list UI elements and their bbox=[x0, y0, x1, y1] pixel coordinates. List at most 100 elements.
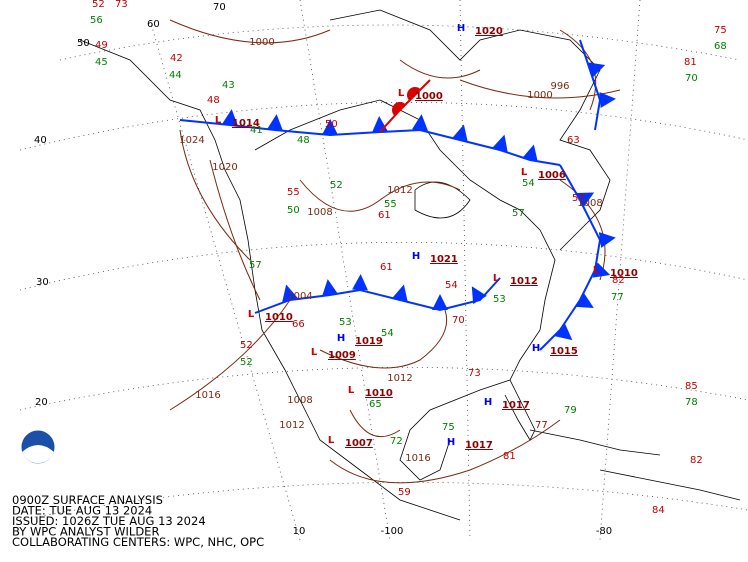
pressure-center-value: 1020 bbox=[475, 26, 503, 37]
pressure-center-value: 1017 bbox=[502, 400, 530, 411]
station-dew-point: 52 bbox=[330, 180, 343, 191]
pressure-center-value: 1015 bbox=[550, 346, 578, 357]
station-temperature: 55 bbox=[287, 187, 300, 198]
latitude-label: 70 bbox=[213, 2, 226, 13]
pressure-center-letter: L bbox=[311, 347, 318, 358]
station-dew-point: 43 bbox=[222, 80, 235, 91]
pressure-center-value: 1000 bbox=[415, 91, 443, 102]
station-dew-point: 50 bbox=[287, 205, 300, 216]
station-dew-point: 41 bbox=[250, 125, 263, 136]
pressure-center-letter: L bbox=[398, 88, 405, 99]
station-dew-point: 52 bbox=[240, 357, 253, 368]
pressure-center-value: 1021 bbox=[430, 254, 458, 265]
isobar-label: 1008 bbox=[287, 395, 312, 406]
station-dew-point: 68 bbox=[714, 41, 727, 52]
isobar-label: 1024 bbox=[179, 135, 204, 146]
station-dew-point: 53 bbox=[493, 294, 506, 305]
longitude-label: 10 bbox=[293, 526, 306, 537]
pressure-center-value: 1010 bbox=[365, 388, 393, 399]
pressure-center-letter: L bbox=[348, 385, 355, 396]
pressure-center-letter: L bbox=[248, 309, 255, 320]
station-temperature: 66 bbox=[292, 319, 305, 330]
pressure-center-value: 1012 bbox=[510, 276, 538, 287]
fronts bbox=[179, 39, 616, 351]
station-dew-point: 53 bbox=[339, 317, 352, 328]
latitude-label: 20 bbox=[35, 397, 48, 408]
isobar-label: 1012 bbox=[387, 373, 412, 384]
station-dew-point: 44 bbox=[169, 70, 182, 81]
pressure-center-value: 1014 bbox=[232, 118, 260, 129]
station-temperature: 77 bbox=[535, 420, 548, 431]
pressure-center-value: 1010 bbox=[610, 268, 638, 279]
station-dew-point: 48 bbox=[297, 135, 310, 146]
pressure-center-letter: H bbox=[447, 437, 455, 448]
station-dew-point: 57 bbox=[249, 260, 262, 271]
isobar-label: 996 bbox=[550, 81, 569, 92]
station-temperature: 81 bbox=[684, 57, 697, 68]
station-dew-point: 45 bbox=[95, 57, 108, 68]
caption-line: 0900Z SURFACE ANALYSIS bbox=[12, 493, 163, 507]
station-temperature: 82 bbox=[690, 455, 703, 466]
station-dew-point: 56 bbox=[90, 15, 103, 26]
station-temperature: 70 bbox=[452, 315, 465, 326]
station-dew-point: 78 bbox=[685, 397, 698, 408]
pressure-center-letter: L bbox=[593, 265, 600, 276]
station-dew-point: 54 bbox=[522, 178, 535, 189]
isobar-label: 1016 bbox=[405, 453, 430, 464]
station-dew-point: 57 bbox=[512, 208, 525, 219]
pressure-center-value: 1009 bbox=[328, 350, 356, 361]
station-temperature: 73 bbox=[115, 0, 128, 10]
station-temperature: 42 bbox=[170, 53, 183, 64]
station-dew-point: 70 bbox=[685, 73, 698, 84]
caption-line: COLLABORATING CENTERS: WPC, NHC, OPC bbox=[12, 535, 264, 549]
longitude-label: -100 bbox=[381, 526, 404, 537]
station-temperature: 61 bbox=[378, 210, 391, 221]
isobar-label: 1000 bbox=[527, 90, 552, 101]
pressure-center-letter: H bbox=[412, 251, 420, 262]
isobar-label: 1012 bbox=[279, 420, 304, 431]
map-labels: 70 60 50 40 30 20 10 -100 -80 H 1020 L 1014 H 1021 L 100… bbox=[34, 0, 727, 537]
noaa-logo bbox=[20, 429, 56, 465]
latitude-label: 50 bbox=[77, 38, 90, 49]
caption-line: DATE: TUE AUG 13 2024 bbox=[12, 504, 152, 518]
pressure-center-value: 1010 bbox=[265, 312, 293, 323]
station-temperature: 85 bbox=[685, 381, 698, 392]
station-temperature: 73 bbox=[468, 368, 481, 379]
station-temperature: 75 bbox=[714, 25, 727, 36]
station-temperature: 54 bbox=[445, 280, 458, 291]
pressure-center-letter: L bbox=[328, 435, 335, 446]
isobar-label: 1008 bbox=[307, 207, 332, 218]
station-temperature: 49 bbox=[95, 40, 108, 51]
station-temperature: 84 bbox=[652, 505, 665, 516]
station-temperature: 52 bbox=[92, 0, 105, 10]
station-dew-point: 72 bbox=[390, 436, 403, 447]
lat-lon-grid bbox=[19, 0, 748, 541]
latitude-label: 30 bbox=[36, 277, 49, 288]
isobar-label: 1020 bbox=[212, 162, 237, 173]
station-dew-point: 55 bbox=[384, 199, 397, 210]
pressure-center-value: 1019 bbox=[355, 336, 383, 347]
station-dew-point: 79 bbox=[564, 405, 577, 416]
pressure-center-letter: L bbox=[521, 167, 528, 178]
station-temperature: 59 bbox=[398, 487, 411, 498]
pressure-center-letter: H bbox=[337, 333, 345, 344]
isobar-label: 1000 bbox=[249, 37, 274, 48]
station-temperature: 52 bbox=[240, 340, 253, 351]
latitude-label: 40 bbox=[34, 135, 47, 146]
isobar-label: 1016 bbox=[195, 390, 220, 401]
station-temperature: 57 bbox=[572, 193, 585, 204]
caption-line: BY WPC ANALYST WILDER bbox=[12, 525, 159, 539]
latitude-label: 60 bbox=[147, 19, 160, 30]
station-temperature: 48 bbox=[207, 95, 220, 106]
station-dew-point: 77 bbox=[611, 292, 624, 303]
pressure-center-letter: H bbox=[457, 23, 465, 34]
longitude-label: -80 bbox=[596, 526, 612, 537]
pressure-center-letter: L bbox=[215, 115, 222, 126]
isobar-label: 1008 bbox=[577, 198, 602, 209]
station-temperature: 81 bbox=[503, 451, 516, 462]
pressure-center-value: 1017 bbox=[465, 440, 493, 451]
station-temperature: 50 bbox=[325, 119, 338, 130]
